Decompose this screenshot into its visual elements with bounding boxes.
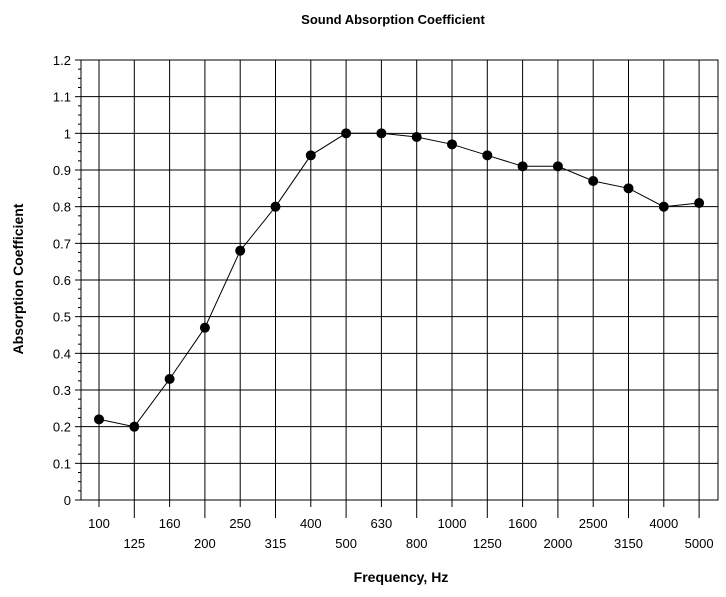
x-tick-label-400: 400 xyxy=(300,516,322,531)
chart-title: Sound Absorption Coefficient xyxy=(301,12,485,27)
x-tick-label-1600: 1600 xyxy=(508,516,537,531)
x-tick-label-1000: 1000 xyxy=(438,516,467,531)
data-point-3150 xyxy=(623,183,634,194)
x-tick-label-100: 100 xyxy=(88,516,110,531)
x-tick-label-160: 160 xyxy=(159,516,181,531)
data-point-1000 xyxy=(447,139,457,150)
y-tick-label-0.2: 0.2 xyxy=(53,420,71,435)
x-tick-label-5000: 5000 xyxy=(685,536,714,551)
x-tick-label-200: 200 xyxy=(194,536,216,551)
grid-layer xyxy=(81,59,718,501)
data-point-800 xyxy=(411,132,422,142)
series-layer xyxy=(94,128,705,432)
y-tick-label-1.2: 1.2 xyxy=(53,53,71,68)
data-point-125 xyxy=(129,421,140,432)
x-tick-label-500: 500 xyxy=(335,536,357,551)
data-point-5000 xyxy=(694,198,705,208)
x-tick-label-3150: 3150 xyxy=(614,536,643,551)
data-point-315 xyxy=(270,201,281,212)
data-point-1250 xyxy=(482,150,493,161)
y-tick-label-0.6: 0.6 xyxy=(53,273,71,288)
y-tick-label-0.7: 0.7 xyxy=(53,236,71,251)
data-point-500 xyxy=(341,128,352,139)
x-axis-title: Frequency, Hz xyxy=(354,569,449,585)
x-tick-label-4000: 4000 xyxy=(649,516,678,531)
y-tick-label-0.3: 0.3 xyxy=(53,383,71,398)
data-point-200 xyxy=(199,322,210,333)
y-tick-label-0.5: 0.5 xyxy=(53,310,71,325)
axis-layer xyxy=(75,59,719,518)
series-line-0 xyxy=(98,132,700,428)
y-tick-label-0.1: 0.1 xyxy=(53,456,71,471)
x-tick-label-2000: 2000 xyxy=(543,536,572,551)
y-tick-label-0.4: 0.4 xyxy=(53,346,71,361)
y-tick-label-0.8: 0.8 xyxy=(53,200,71,215)
plot-frame xyxy=(80,59,719,501)
x-tick-label-800: 800 xyxy=(406,536,428,551)
y-tick-label-1: 1 xyxy=(64,126,71,141)
data-point-160 xyxy=(164,374,175,384)
x-tick-label-1250: 1250 xyxy=(473,536,502,551)
x-tick-label-250: 250 xyxy=(229,516,251,531)
data-point-250 xyxy=(235,245,246,256)
data-point-630 xyxy=(376,128,387,139)
x-tick-label-125: 125 xyxy=(123,536,145,551)
data-point-100 xyxy=(94,414,104,425)
data-point-2000 xyxy=(552,161,563,172)
x-tick-label-2500: 2500 xyxy=(579,516,608,531)
data-point-400 xyxy=(305,150,316,161)
tick-label-layer: 0 0.1 0.2 0.3 0.4 0.5 0.6 0.7 0.8 0.9 1 1.1 1.2 100 12… xyxy=(53,53,714,551)
data-point-4000 xyxy=(658,201,669,212)
y-tick-label-0: 0 xyxy=(64,493,71,508)
data-point-1600 xyxy=(517,161,528,172)
data-point-2500 xyxy=(588,176,599,186)
y-axis-title: Absorption Coefficient xyxy=(10,203,26,354)
x-tick-label-630: 630 xyxy=(371,516,393,531)
y-tick-label-1.1: 1.1 xyxy=(53,90,71,105)
x-tick-label-315: 315 xyxy=(265,536,287,551)
y-tick-label-0.9: 0.9 xyxy=(53,163,71,178)
